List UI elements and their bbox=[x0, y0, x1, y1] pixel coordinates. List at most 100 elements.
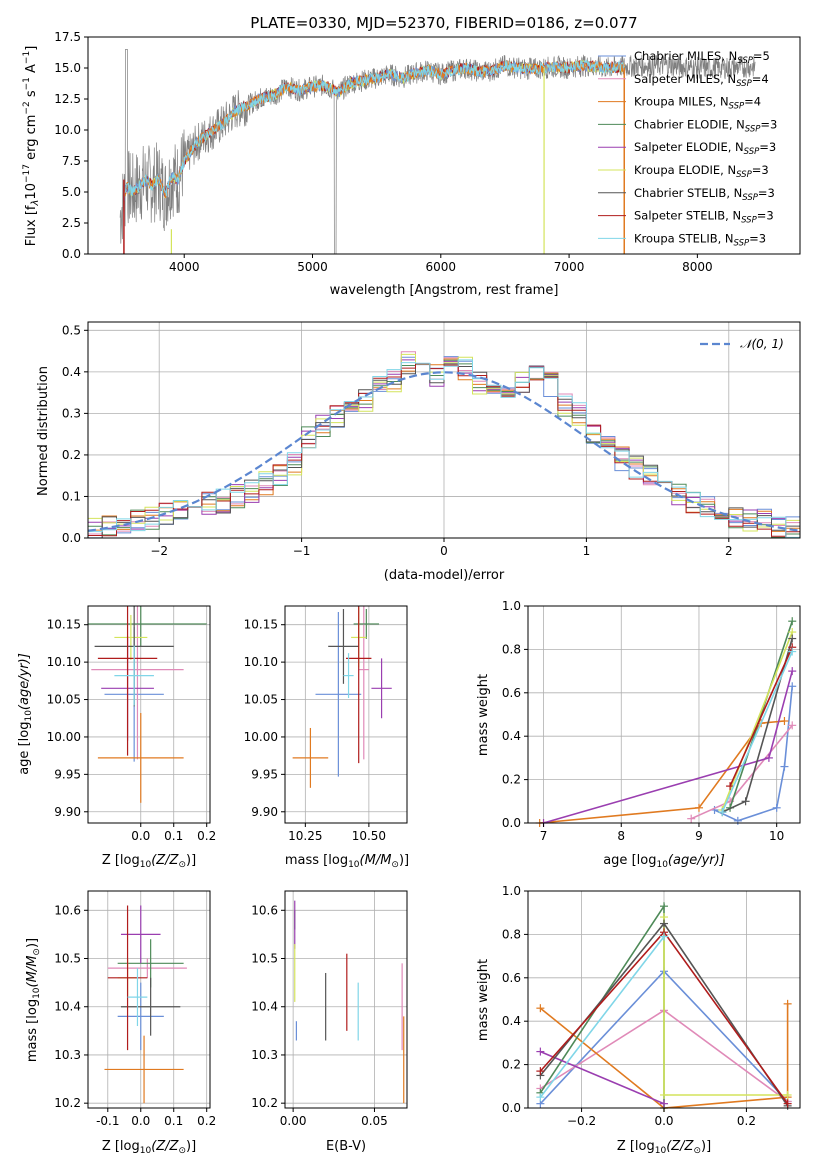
y-tick-label: 0.8 bbox=[502, 642, 521, 656]
y-tick-label: 9.90 bbox=[54, 805, 81, 819]
axes-frame bbox=[527, 605, 801, 824]
weight-line bbox=[729, 620, 793, 809]
x-tick-label: 0.2 bbox=[197, 829, 216, 843]
y-tick-label: 10.4 bbox=[251, 1000, 278, 1014]
x-tick-label: 0.1 bbox=[164, 829, 183, 843]
weight-line bbox=[539, 1003, 789, 1109]
legend-sub: SSP bbox=[734, 238, 750, 248]
axes-frame bbox=[87, 890, 211, 1109]
legend-sub: SSP bbox=[745, 124, 761, 134]
legend-val: =3 bbox=[759, 140, 776, 154]
legend-sub: SSP bbox=[741, 216, 757, 226]
y-tick-label: 10.10 bbox=[244, 655, 278, 669]
y-tick-label: 10.5 bbox=[54, 952, 81, 966]
legend-label: Salpeter MILES, NSSP=4 bbox=[634, 72, 769, 89]
y-tick-label: 0.2 bbox=[62, 448, 81, 462]
y-tick-label: 10.4 bbox=[54, 1000, 81, 1014]
legend-val: =3 bbox=[752, 163, 769, 177]
x-tick-label: −0.2 bbox=[567, 1114, 596, 1128]
y-tick-label: 0.0 bbox=[502, 816, 521, 830]
x-tick-label: 0.2 bbox=[737, 1114, 756, 1128]
axes-frame bbox=[87, 605, 211, 824]
age-vs-mass-xlabel: mass [log10(M/M⊙)] bbox=[285, 853, 409, 870]
weight-line bbox=[721, 651, 793, 813]
residual-ylabel: Normed distribution bbox=[36, 366, 51, 496]
x-tick-label: 1 bbox=[583, 544, 591, 558]
y-tick-label: 0.0 bbox=[62, 531, 81, 545]
legend-name: Chabrier STELIB, N bbox=[634, 186, 742, 200]
mass-weight-age-ylabel: mass weight bbox=[476, 674, 491, 756]
legend-val: =3 bbox=[749, 231, 766, 245]
x-tick-label: 9 bbox=[695, 829, 703, 843]
weight-line bbox=[729, 646, 793, 787]
y-tick-label: 2.5 bbox=[62, 216, 81, 230]
spectrum-lines bbox=[119, 49, 756, 254]
axes-frame bbox=[284, 890, 408, 1109]
x-tick-label: 0.1 bbox=[164, 1114, 183, 1128]
x-tick-label: 5000 bbox=[297, 260, 328, 274]
legend-name: Salpeter ELODIE, N bbox=[634, 140, 744, 154]
legend-label: Chabrier ELODIE, NSSP=3 bbox=[634, 117, 777, 134]
legend-val: =3 bbox=[757, 209, 774, 223]
x-tick-label: 6000 bbox=[426, 260, 457, 274]
y-tick-label: 10.2 bbox=[54, 1096, 81, 1110]
legend-name: Kroupa STELIB, N bbox=[634, 231, 734, 245]
x-tick-label: 0.00 bbox=[280, 1114, 307, 1128]
error-bars bbox=[104, 905, 187, 1104]
y-tick-label: 9.90 bbox=[251, 805, 278, 819]
mass-vs-ebv-panel: 0.00 0.05 10.2 10.3 10.4 10.5 10.6 bbox=[251, 890, 408, 1128]
legend-val: =4 bbox=[752, 72, 769, 86]
y-tick-label: 0.0 bbox=[62, 247, 81, 261]
y-tick-label: 15.0 bbox=[54, 61, 81, 75]
y-tick-label: 0.1 bbox=[62, 489, 81, 503]
legend-label: Salpeter STELIB, NSSP=3 bbox=[634, 209, 774, 226]
x-tick-label: 0.0 bbox=[131, 829, 150, 843]
y-tick-label: 17.5 bbox=[54, 30, 81, 44]
y-tick-label: 12.5 bbox=[54, 92, 81, 106]
x-tick-label: 0.0 bbox=[654, 1114, 673, 1128]
mass-weight-age-xlabel: age [log10(age/yr)] bbox=[603, 853, 725, 870]
axes-frame bbox=[284, 605, 408, 824]
mass-vs-z-xlabel: Z [log10(Z/Z⊙)] bbox=[102, 1139, 196, 1156]
y-tick-label: 10.6 bbox=[54, 903, 81, 917]
x-tick-label: 0.0 bbox=[131, 1114, 150, 1128]
x-tick-label: 8 bbox=[617, 829, 625, 843]
y-tick-label: 10.05 bbox=[47, 693, 81, 707]
spectrum-title: PLATE=0330, MJD=52370, FIBERID=0186, z=0… bbox=[250, 14, 637, 32]
weight-line bbox=[543, 670, 793, 824]
x-tick-label: 7000 bbox=[554, 260, 585, 274]
y-tick-label: 10.00 bbox=[47, 730, 81, 744]
y-tick-label: 10.10 bbox=[47, 655, 81, 669]
normal-curve bbox=[88, 371, 800, 532]
y-tick-label: 1.0 bbox=[502, 599, 521, 613]
y-tick-label: 0.4 bbox=[62, 365, 81, 379]
y-tick-label: 10.0 bbox=[54, 123, 81, 137]
spectrum-xlabel: wavelength [Angstrom, rest frame] bbox=[330, 283, 559, 298]
spectrum-ylabel: Flux [fλ10−17 erg cm−2 s−1 A−1] bbox=[22, 46, 41, 247]
histogram-step bbox=[88, 359, 800, 538]
legend-label: Salpeter ELODIE, NSSP=3 bbox=[634, 140, 776, 157]
x-tick-label: 4000 bbox=[169, 260, 200, 274]
mass-weight-vs-age-panel: 7 8 9 10 0.0 0.2 0.4 0.6 0.8 1.0 bbox=[502, 599, 801, 843]
weight-line bbox=[539, 936, 665, 1098]
weight-line bbox=[540, 1050, 665, 1105]
legend-label: Chabrier STELIB, NSSP=3 bbox=[634, 186, 775, 203]
x-tick-label: 10 bbox=[769, 829, 784, 843]
mass-vs-z-panel: -0.1 0.0 0.1 0.2 10.2 10.3 10.4 10.5 10.6 bbox=[54, 890, 216, 1128]
age-vs-z-panel: 0.0 0.1 0.2 9.90 9.95 10.00 10.05 10.10 10.15 bbox=[47, 605, 216, 843]
y-tick-label: 10.15 bbox=[244, 618, 278, 632]
x-tick-label: 0 bbox=[440, 544, 448, 558]
legend-sub: SSP bbox=[736, 170, 752, 180]
y-tick-label: 10.2 bbox=[251, 1096, 278, 1110]
y-tick-label: 0.8 bbox=[502, 927, 521, 941]
legend-name: Kroupa MILES, N bbox=[634, 95, 729, 109]
legend-name: Chabrier ELODIE, N bbox=[634, 117, 745, 131]
legend-sub: SSP bbox=[729, 102, 745, 112]
x-tick-label: -0.1 bbox=[96, 1114, 119, 1128]
error-bars bbox=[292, 606, 392, 788]
residual-xlabel: (data-model)/error bbox=[384, 568, 505, 583]
weight-lines bbox=[536, 902, 792, 1112]
legend-sub: SSP bbox=[736, 79, 752, 89]
x-tick-label: 8000 bbox=[682, 260, 713, 274]
